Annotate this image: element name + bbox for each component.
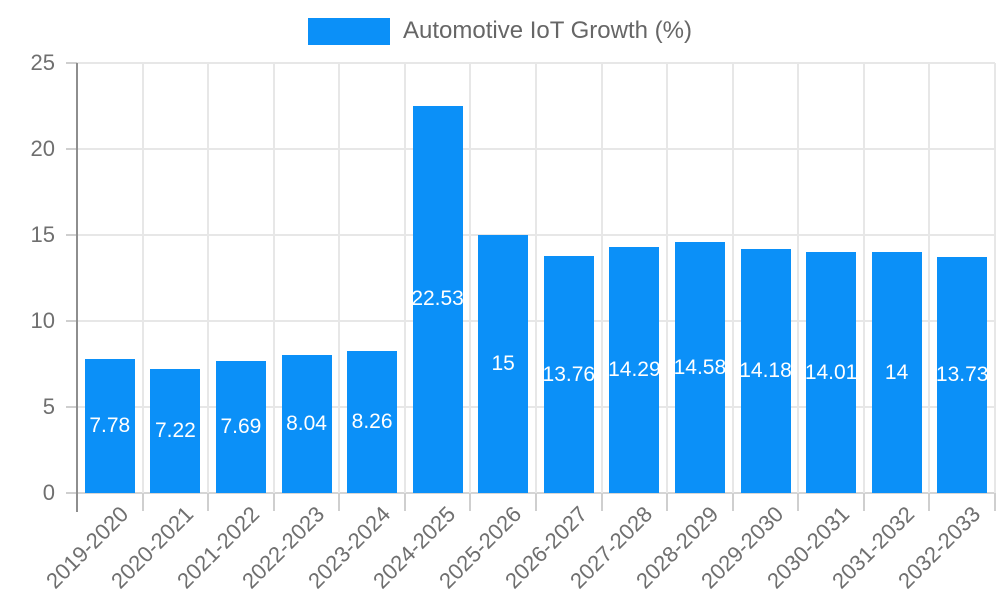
bar xyxy=(412,105,463,493)
bar xyxy=(871,252,922,493)
y-tick xyxy=(66,62,77,64)
bar xyxy=(806,252,857,493)
bar-value-label: 8.26 xyxy=(351,410,393,433)
y-tick-label: 0 xyxy=(42,480,55,505)
x-tick xyxy=(207,493,210,511)
bar xyxy=(937,256,988,493)
x-tick xyxy=(535,493,537,511)
bar xyxy=(215,360,266,493)
x-tick xyxy=(338,493,341,511)
y-tick-label: 20 xyxy=(30,136,55,161)
v-gridline xyxy=(338,63,341,493)
bar xyxy=(674,242,725,493)
x-tick xyxy=(797,493,800,511)
y-tick-label: 25 xyxy=(30,50,55,75)
v-gridline xyxy=(928,63,931,493)
y-tick xyxy=(66,234,77,236)
bar xyxy=(543,256,594,493)
v-gridline xyxy=(535,63,537,493)
y-tick xyxy=(66,320,77,322)
bar-value-label: 14 xyxy=(884,360,909,384)
bar-value-label: 14.18 xyxy=(739,359,792,383)
bar-value-label: 13.76 xyxy=(542,362,596,386)
y-tick xyxy=(66,406,77,408)
v-gridline xyxy=(797,63,800,493)
x-tick xyxy=(272,493,275,511)
bar xyxy=(478,235,529,493)
x-tick xyxy=(928,493,931,511)
y-tick-label: 10 xyxy=(30,308,55,333)
legend-swatch xyxy=(308,17,390,45)
v-gridline xyxy=(666,63,669,493)
x-tick xyxy=(600,493,603,511)
v-gridline xyxy=(141,63,144,493)
v-gridline xyxy=(272,63,275,493)
bar xyxy=(347,350,398,493)
bar-value-label: 14.58 xyxy=(673,355,727,379)
x-tick xyxy=(666,493,669,511)
v-gridline xyxy=(600,63,603,493)
bar-value-label: 8.04 xyxy=(286,411,327,435)
v-gridline xyxy=(862,63,865,493)
bar-value-label: 22.53 xyxy=(411,287,464,311)
bar xyxy=(150,368,201,493)
y-axis-line xyxy=(76,63,78,512)
x-tick xyxy=(731,493,734,511)
bar-value-label: 14.29 xyxy=(608,358,661,382)
legend-label: Automotive IoT Growth (%) xyxy=(403,17,692,44)
v-gridline xyxy=(731,63,734,493)
bar xyxy=(609,247,660,493)
v-gridline xyxy=(994,63,996,493)
x-tick xyxy=(141,493,144,511)
bar-value-label: 15 xyxy=(491,352,515,375)
x-tick xyxy=(403,493,406,511)
v-gridline xyxy=(469,63,472,493)
y-tick-label: 15 xyxy=(30,222,55,247)
bar-value-label: 7.69 xyxy=(220,414,262,438)
y-tick xyxy=(66,148,77,150)
v-gridline xyxy=(403,63,406,493)
bar-value-label: 7.22 xyxy=(154,418,196,442)
y-tick xyxy=(66,492,77,494)
chart-legend: Automotive IoT Growth (%) xyxy=(0,17,1000,45)
x-tick xyxy=(994,493,996,511)
y-tick-label: 5 xyxy=(42,394,55,419)
bar-value-label: 14.01 xyxy=(804,360,858,384)
bar xyxy=(281,354,332,493)
bar-value-label: 13.73 xyxy=(935,362,989,386)
x-tick xyxy=(469,493,472,511)
x-tick xyxy=(862,493,865,511)
bar xyxy=(740,249,791,493)
bar xyxy=(84,359,135,493)
v-gridline xyxy=(207,63,210,493)
bar-value-label: 7.78 xyxy=(89,414,131,438)
